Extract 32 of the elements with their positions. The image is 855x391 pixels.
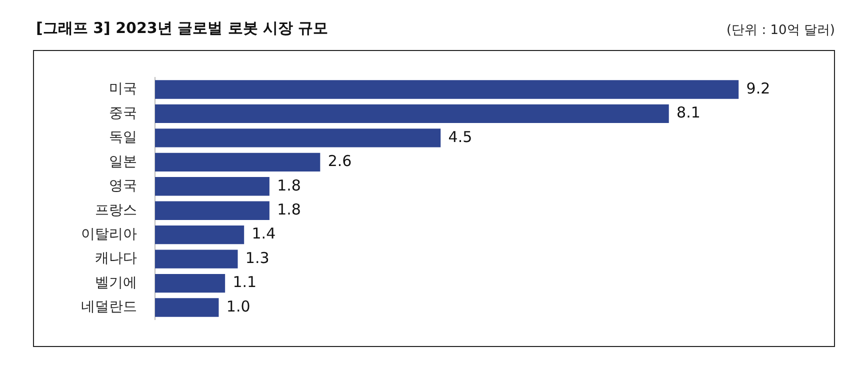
bar: [155, 298, 219, 317]
text: (단위 : 10억 달러): [726, 22, 835, 39]
data-label: 8.1: [676, 104, 700, 122]
chart-title: [그래프 3] 2023년 글로벌 로봇 시장 규모: [36, 19, 328, 38]
data-label: 1.8: [277, 200, 301, 218]
data-label: 2.6: [328, 152, 352, 170]
data-label: 1.1: [232, 273, 257, 292]
data-label: 1.0: [226, 297, 250, 316]
bar: [155, 177, 270, 196]
bar: [155, 152, 320, 172]
data-label: 1.8: [277, 176, 301, 194]
bar: [155, 80, 739, 99]
y-tick-label: 미국: [109, 81, 137, 98]
bar: [155, 128, 441, 148]
bar: [155, 274, 226, 293]
y-tick-label: 프랑스: [95, 202, 137, 218]
y-tick-label: 벨기에: [95, 274, 137, 291]
bar: [155, 104, 669, 124]
y-tick-label: 네덜란드: [81, 299, 137, 316]
data-label: 4.5: [448, 128, 472, 146]
y-tick-label: 캐나다: [95, 250, 137, 267]
bar: [155, 201, 270, 220]
y-tick-label: 일본: [109, 154, 137, 170]
data-label: 9.2: [746, 79, 770, 98]
data-label: 1.3: [245, 248, 270, 267]
y-tick-label: 이탈리아: [81, 226, 137, 242]
y-tick-label: 영국: [109, 178, 137, 194]
y-tick-label: 독일: [109, 130, 137, 146]
y-tick-label: 중국: [109, 105, 137, 122]
data-label: 1.4: [252, 224, 276, 243]
bar: [155, 226, 244, 244]
bar: [155, 250, 238, 268]
